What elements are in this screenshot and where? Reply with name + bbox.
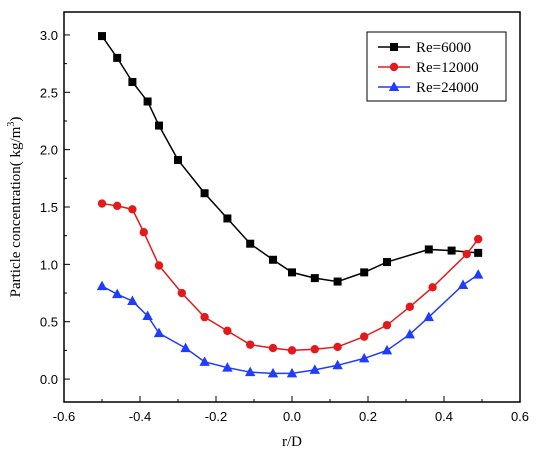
data-point <box>359 352 370 363</box>
data-point <box>200 312 209 322</box>
legend-swatch-marker <box>388 81 400 91</box>
legend: Re=6000 Re=12000 Re=24000 <box>366 31 507 102</box>
data-point <box>424 245 433 254</box>
data-point <box>246 340 255 349</box>
data-point <box>428 283 437 292</box>
data-point <box>174 155 182 164</box>
y-axis-title-close: ) <box>8 117 24 122</box>
y-tick-label: 1.0 <box>40 257 58 272</box>
legend-label: Re=6000 <box>416 40 471 56</box>
x-tick-label: 0.2 <box>359 409 377 424</box>
data-point <box>155 121 163 130</box>
legend-label: Re=12000 <box>416 60 479 76</box>
legend-item: Re=24000 <box>378 80 479 96</box>
data-point <box>143 97 152 106</box>
y-tick-label: 0.5 <box>40 315 58 330</box>
data-point <box>286 367 298 378</box>
legend-swatch-marker <box>389 62 399 72</box>
x-tick-label: -0.6 <box>53 409 75 424</box>
data-point <box>382 320 392 330</box>
x-tick-label: 0.4 <box>435 409 453 424</box>
data-point <box>96 280 108 291</box>
y-tick-label: 3.0 <box>40 28 58 43</box>
y-axis-title-main: Particle concentration( kg/m <box>8 126 24 297</box>
data-point <box>222 362 233 372</box>
data-point <box>153 327 165 338</box>
data-point <box>474 248 483 257</box>
data-point <box>405 302 414 311</box>
data-point <box>180 342 191 353</box>
data-point <box>310 345 319 354</box>
data-point <box>360 332 369 341</box>
data-point <box>139 228 148 237</box>
data-point <box>269 255 277 264</box>
data-point <box>309 364 320 374</box>
data-point <box>223 214 232 223</box>
y-tick-label: 1.5 <box>40 200 58 215</box>
data-point <box>154 261 164 270</box>
series-3 <box>96 269 484 378</box>
data-point <box>246 239 255 248</box>
data-point <box>267 367 279 378</box>
series-layer <box>96 32 484 378</box>
data-point <box>462 249 471 259</box>
data-point <box>142 310 153 320</box>
data-point <box>381 344 393 355</box>
series-1 <box>98 32 483 286</box>
x-tick-label: 0.0 <box>283 409 301 424</box>
y-tick-label: 2.0 <box>40 143 58 158</box>
x-tick-label: 0.6 <box>511 409 529 424</box>
data-point <box>333 277 342 286</box>
data-point <box>113 53 122 62</box>
data-point <box>474 234 483 244</box>
data-point <box>310 274 319 283</box>
data-point <box>200 189 209 198</box>
legend-item: Re=6000 <box>378 40 471 56</box>
legend-items: Re=6000 Re=12000 Re=24000 <box>378 40 479 96</box>
data-point <box>333 342 342 352</box>
data-point <box>199 356 210 366</box>
legend-label: Re=24000 <box>416 80 479 96</box>
legend-swatch-marker <box>390 43 398 51</box>
data-point <box>245 366 256 377</box>
data-point <box>97 199 107 208</box>
data-point <box>177 288 186 298</box>
data-point <box>404 328 415 339</box>
data-point <box>113 201 122 211</box>
y-axis-title: Particle concentration( kg/m3) <box>6 117 24 298</box>
x-tick-label: -0.4 <box>129 409 151 424</box>
data-point <box>288 268 296 277</box>
data-point <box>268 343 278 353</box>
series-line <box>101 202 479 352</box>
y-tick-label: 2.5 <box>40 85 58 100</box>
data-point <box>360 268 369 277</box>
series-line <box>101 274 479 375</box>
data-point <box>287 346 297 355</box>
y-axis-title-sup: 3 <box>6 122 17 127</box>
data-point <box>223 326 232 336</box>
data-point <box>473 269 484 279</box>
legend-item: Re=12000 <box>378 60 479 76</box>
data-point <box>112 288 123 299</box>
data-point <box>332 359 343 370</box>
data-point <box>128 205 137 214</box>
y-tick-label: 0.0 <box>40 372 58 387</box>
data-point <box>128 77 137 86</box>
data-point <box>457 279 469 289</box>
axis-ticks: -0.6 -0.4 -0.2 0.0 0.2 0.4 0.6 0.0 0.5 1.0 1.5 2.0 2… <box>40 28 529 424</box>
data-point <box>98 32 106 41</box>
data-point <box>383 258 391 267</box>
series-2 <box>97 199 483 355</box>
data-point <box>423 311 434 322</box>
x-axis-title: r/D <box>282 434 302 450</box>
x-tick-label: -0.2 <box>205 409 227 424</box>
data-point <box>447 246 456 255</box>
data-point <box>127 295 138 306</box>
